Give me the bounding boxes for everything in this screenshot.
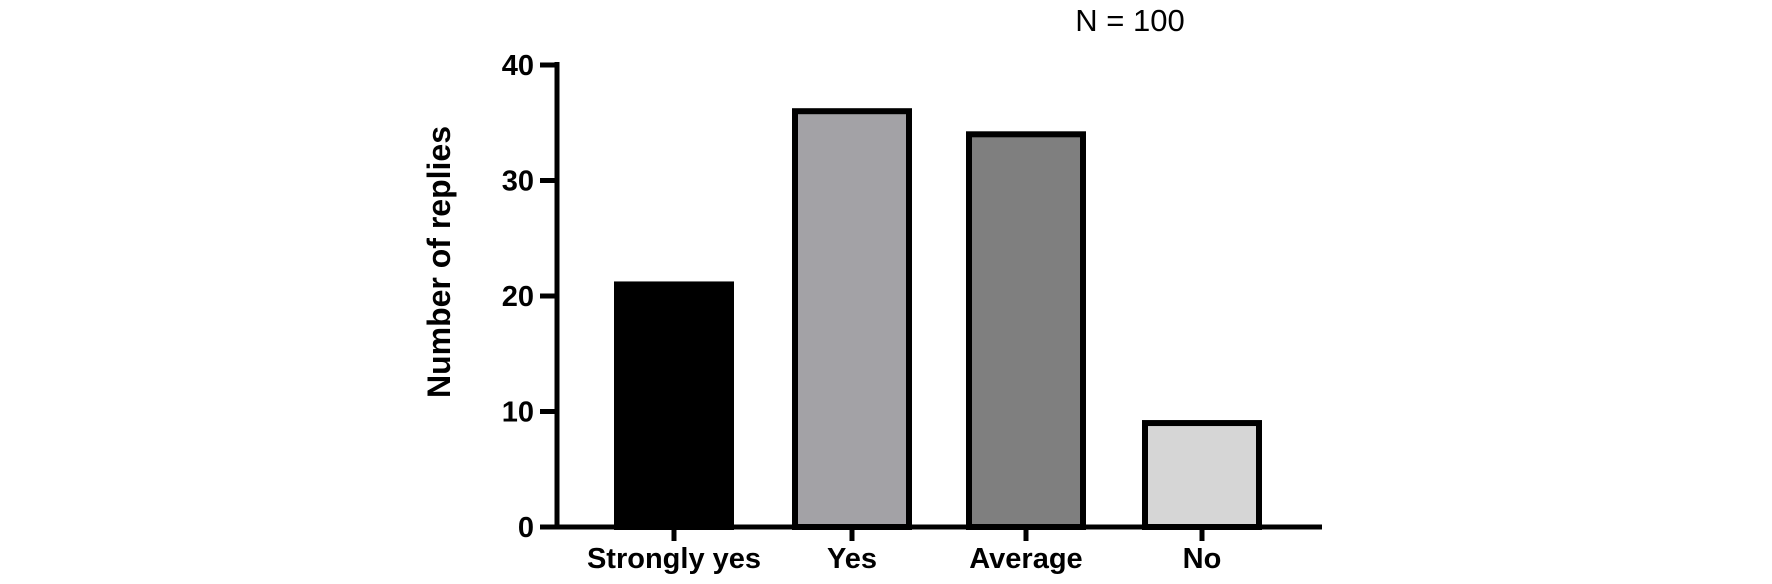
- y-tick-label-10: 10: [502, 397, 534, 429]
- bar-strongly-yes: [614, 281, 734, 531]
- x-axis-ticks: Strongly yes Yes Average No: [587, 527, 1221, 575]
- sample-size-annotation: N = 100: [1075, 3, 1184, 38]
- y-axis-title: Number of replies: [421, 126, 457, 398]
- y-tick-label-20: 20: [502, 281, 534, 313]
- bar-average: [966, 131, 1086, 531]
- x-tick-label-no: No: [1183, 543, 1222, 575]
- y-axis-ticks: 0 10 20 30 40: [502, 50, 557, 544]
- x-tick-label-yes: Yes: [827, 543, 877, 575]
- bar-no: [1142, 420, 1262, 530]
- bar-yes: [792, 108, 912, 530]
- bars-layer: [614, 108, 1262, 531]
- x-tick-label-strongly-yes: Strongly yes: [587, 543, 761, 575]
- y-tick-label-40: 40: [502, 50, 534, 82]
- y-tick-label-30: 30: [502, 166, 534, 198]
- x-tick-label-average: Average: [969, 543, 1082, 575]
- y-tick-label-0: 0: [518, 512, 534, 544]
